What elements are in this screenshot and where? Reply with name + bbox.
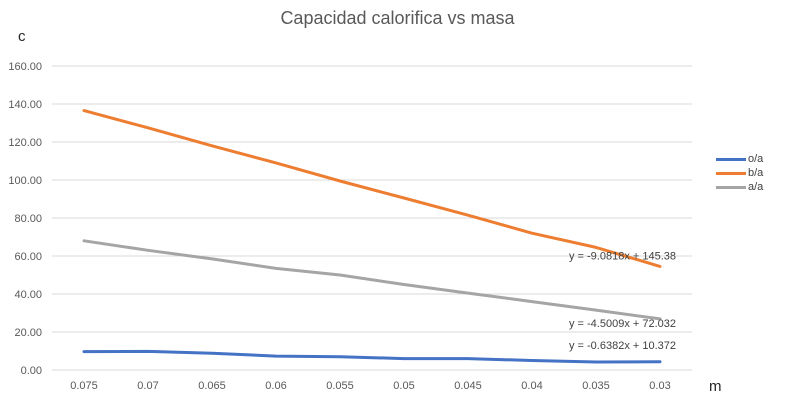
trendline-equation: y = -4.5009x + 72.032 [569, 318, 676, 330]
series-line-a-a [82, 239, 662, 321]
series-line-o-a [82, 349, 662, 364]
y-tick-label: 60.00 [14, 251, 42, 263]
series-line-b-a [82, 109, 662, 268]
legend-item: a/a [716, 180, 763, 194]
legend-swatch-a-a [716, 185, 746, 189]
x-tick-label: 0.045 [454, 380, 482, 392]
y-tick-label: 100.00 [8, 175, 42, 187]
x-tick-label: 0.07 [137, 380, 158, 392]
series-lines [82, 109, 662, 364]
x-tick-label: 0.065 [198, 380, 226, 392]
y-tick-label: 40.00 [14, 289, 42, 301]
y-tick-label: 140.00 [8, 99, 42, 111]
legend-swatch-b-a [716, 171, 746, 175]
y-axis-label: c [18, 28, 26, 45]
y-tick-label: 120.00 [8, 137, 42, 149]
trendline-equations: y = -9.0818x + 145.38 y = -4.5009x + 72.0… [569, 250, 676, 351]
x-tick-label: 0.035 [582, 380, 610, 392]
x-tick-label: 0.03 [649, 380, 670, 392]
x-tick-label: 0.05 [393, 380, 414, 392]
legend: o/a b/a a/a [716, 152, 763, 194]
legend-label-b-a: b/a [748, 167, 764, 179]
y-tick-label: 80.00 [14, 213, 42, 225]
gridlines [52, 65, 692, 371]
y-tick-label: 160.00 [8, 61, 42, 73]
y-tick-labels: 0.00 20.00 40.00 60.00 80.00 100.00 120.00 140.… [8, 61, 42, 377]
legend-label-a-a: a/a [748, 181, 764, 193]
x-tick-labels: 0.075 0.07 0.065 0.06 0.055 0.05 0.045 0.04 0.03… [70, 380, 670, 392]
trendline-equation: y = -9.0818x + 145.38 [569, 250, 676, 262]
legend-swatch-o-a [716, 157, 746, 161]
x-tick-label: 0.04 [521, 380, 542, 392]
chart-title: Capacidad calorifica vs masa [280, 8, 515, 28]
x-tick-label: 0.055 [326, 380, 354, 392]
legend-label-o-a: o/a [748, 153, 764, 165]
legend-item: o/a [716, 152, 763, 166]
trendline-equation: y = -0.6382x + 10.372 [569, 340, 676, 352]
x-tick-label: 0.075 [70, 380, 98, 392]
x-axis-label: m [709, 378, 722, 395]
legend-item: b/a [716, 166, 763, 180]
y-tick-label: 20.00 [14, 327, 42, 339]
x-tick-label: 0.06 [265, 380, 286, 392]
y-tick-label: 0.00 [21, 365, 42, 377]
